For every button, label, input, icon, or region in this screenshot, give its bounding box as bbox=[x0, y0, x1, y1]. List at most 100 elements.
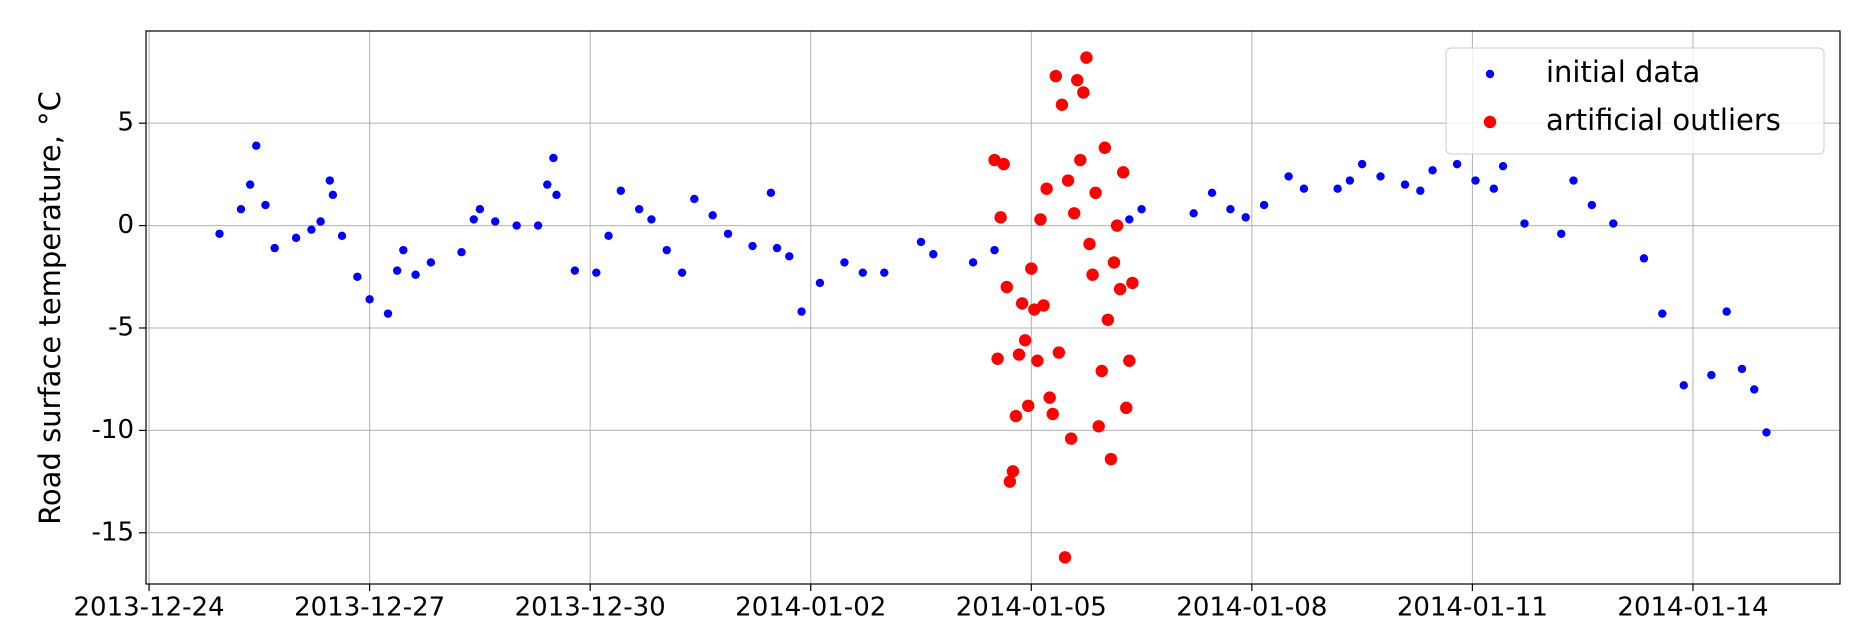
x-tick-label: 2014-01-14 bbox=[1617, 593, 1768, 623]
point bbox=[647, 215, 656, 224]
point bbox=[1107, 256, 1121, 269]
point bbox=[616, 186, 626, 195]
point bbox=[708, 211, 717, 220]
point bbox=[512, 221, 521, 230]
point bbox=[261, 200, 270, 210]
point bbox=[1009, 409, 1023, 423]
point bbox=[997, 157, 1010, 171]
point bbox=[1737, 364, 1747, 374]
x-tick-label: 2013-12-30 bbox=[515, 593, 666, 623]
point bbox=[337, 231, 347, 241]
point bbox=[1080, 51, 1093, 64]
point bbox=[1116, 166, 1130, 179]
point bbox=[1092, 420, 1105, 433]
point bbox=[469, 215, 478, 224]
point bbox=[1357, 159, 1367, 169]
y-tick-label: 5 bbox=[117, 108, 134, 138]
point bbox=[1040, 182, 1053, 195]
legend-label: artificial outliers bbox=[1546, 103, 1781, 137]
x-tick-label: 2013-12-27 bbox=[294, 593, 445, 623]
point bbox=[1071, 73, 1084, 87]
legend-frame bbox=[1445, 47, 1825, 155]
point bbox=[1089, 186, 1102, 200]
point bbox=[1189, 209, 1198, 218]
point bbox=[552, 190, 561, 200]
point bbox=[392, 266, 402, 275]
point bbox=[1241, 213, 1250, 222]
point bbox=[1333, 184, 1342, 193]
point bbox=[1679, 381, 1688, 390]
point bbox=[328, 190, 338, 200]
point bbox=[411, 270, 420, 279]
point bbox=[1259, 200, 1269, 210]
point bbox=[475, 204, 485, 214]
point bbox=[604, 231, 613, 241]
point bbox=[353, 272, 362, 281]
point bbox=[252, 141, 261, 150]
point bbox=[1376, 172, 1385, 181]
x-tick-label: 2014-01-11 bbox=[1397, 593, 1548, 623]
point bbox=[533, 221, 543, 230]
point bbox=[592, 268, 601, 277]
point bbox=[383, 309, 393, 318]
point bbox=[1707, 370, 1716, 380]
point bbox=[1226, 204, 1235, 214]
point bbox=[1137, 204, 1146, 214]
point bbox=[815, 278, 825, 288]
y-axis-label: Road surface temperature, °C bbox=[33, 91, 67, 525]
point bbox=[1006, 465, 1020, 478]
point bbox=[1012, 348, 1026, 361]
point bbox=[1049, 69, 1062, 83]
point bbox=[1061, 174, 1075, 187]
point bbox=[990, 245, 999, 255]
point bbox=[1471, 176, 1480, 185]
point bbox=[1025, 262, 1038, 275]
point bbox=[723, 229, 733, 238]
point bbox=[1284, 172, 1293, 181]
point bbox=[662, 245, 671, 255]
point bbox=[1125, 215, 1134, 224]
point bbox=[1058, 551, 1072, 564]
point bbox=[1037, 299, 1050, 312]
point bbox=[1299, 184, 1309, 193]
point bbox=[1000, 280, 1013, 294]
x-tick-label: 2013-12-24 bbox=[74, 593, 225, 623]
point bbox=[1046, 407, 1059, 421]
point bbox=[1022, 399, 1035, 413]
point bbox=[1067, 207, 1081, 220]
point bbox=[858, 268, 868, 277]
point bbox=[1750, 385, 1759, 394]
point bbox=[1498, 161, 1508, 171]
point bbox=[1043, 391, 1056, 404]
point bbox=[840, 258, 849, 267]
point bbox=[316, 217, 325, 226]
x-tick-label: 2014-01-02 bbox=[735, 593, 886, 623]
point bbox=[1587, 200, 1597, 210]
point bbox=[1345, 176, 1355, 185]
point bbox=[634, 204, 644, 214]
point bbox=[1074, 153, 1087, 167]
point bbox=[677, 268, 687, 277]
point bbox=[785, 252, 794, 261]
legend-marker bbox=[1483, 115, 1497, 129]
x-tick-label: 2014-01-08 bbox=[1176, 593, 1327, 623]
point bbox=[1110, 219, 1124, 232]
point bbox=[690, 194, 699, 204]
point bbox=[215, 229, 224, 238]
point bbox=[399, 245, 408, 255]
point bbox=[766, 188, 776, 198]
point bbox=[307, 225, 316, 234]
point bbox=[1557, 229, 1566, 238]
point bbox=[1034, 213, 1047, 226]
point bbox=[1055, 98, 1069, 111]
point bbox=[1489, 184, 1499, 193]
point bbox=[929, 250, 938, 259]
y-tick-label: -10 bbox=[92, 415, 134, 445]
point bbox=[1123, 354, 1136, 367]
point bbox=[797, 307, 806, 316]
y-tick-label: -15 bbox=[92, 517, 134, 547]
point bbox=[994, 211, 1007, 224]
point bbox=[1064, 432, 1078, 445]
point bbox=[1658, 309, 1667, 318]
